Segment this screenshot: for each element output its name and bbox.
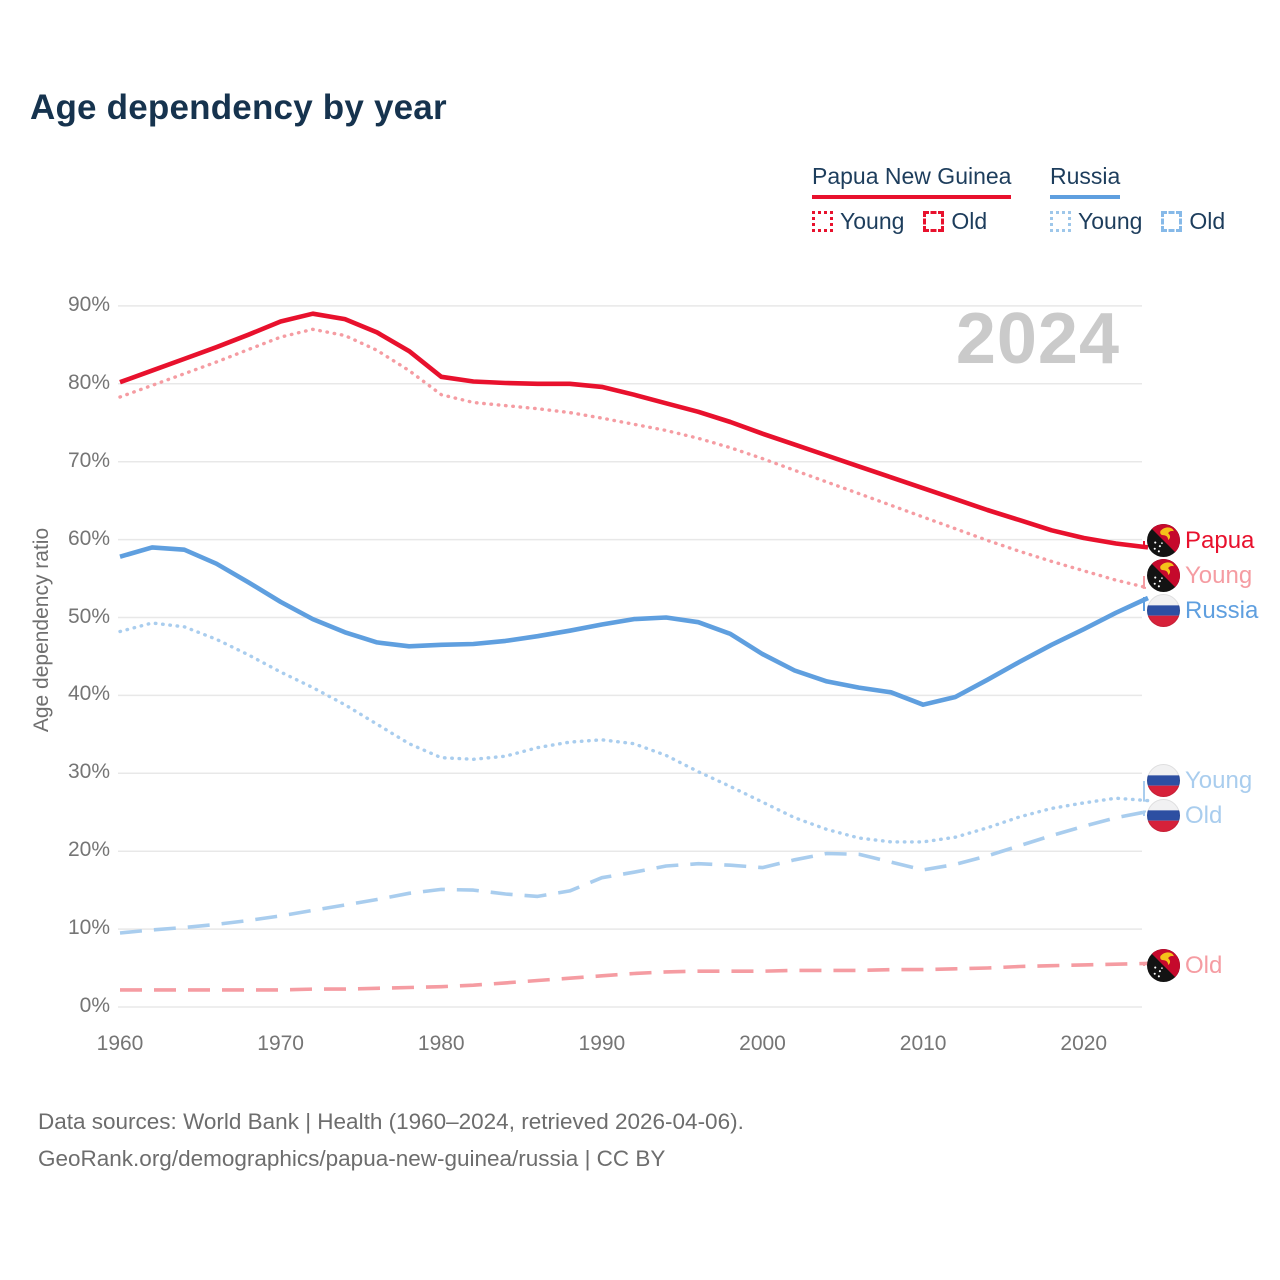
x-axis-tick-label: 2010 (899, 1032, 947, 1055)
legend-group-russia: Russia Young Old (1050, 163, 1244, 235)
series-line-png-young (118, 327, 1150, 590)
legend-item-label: Old (951, 208, 988, 234)
series-lines (118, 311, 1150, 992)
legend-item-label: Young (840, 208, 905, 234)
series-line-png-total (119, 311, 1149, 550)
y-axis-tick-label: 20% (67, 838, 110, 862)
x-axis-tick-label: 2000 (739, 1032, 786, 1055)
papua-new-guinea-flag-icon (1147, 524, 1180, 557)
legend-country-russia[interactable]: Russia (1050, 163, 1121, 199)
y-axis-tick-label: 10% (67, 916, 110, 940)
end-label-text: Young (1185, 561, 1253, 589)
series-line-png-old (120, 961, 1149, 992)
legend-item-russia-old[interactable]: Old (1161, 208, 1225, 235)
papua-new-guinea-flag-icon (1147, 559, 1180, 592)
y-axis-tick-label: 40% (67, 682, 110, 706)
legend-item-png-young[interactable]: Young (812, 208, 904, 235)
legend-item-label: Old (1189, 208, 1226, 234)
gridlines (118, 305, 1142, 1008)
russia-flag (1147, 594, 1180, 627)
legend-country-papua-new-guinea[interactable]: Papua New Guinea (812, 163, 1012, 199)
attribution-line: GeoRank.org/demographics/papua-new-guine… (38, 1146, 666, 1171)
connector-ru-young (1143, 781, 1146, 802)
end-label-text: Papua (1185, 526, 1255, 554)
end-label-png-young: Young (1147, 559, 1252, 592)
russia-flag-icon (1147, 764, 1180, 797)
y-axis-tick-label: 50% (67, 604, 110, 628)
end-label-ru-old: Old (1147, 799, 1222, 832)
legend-item-russia-young[interactable]: Young (1050, 208, 1142, 235)
end-label-png-total: Papua (1147, 524, 1254, 557)
russia-old-dashed-swatch-icon (1161, 211, 1183, 232)
russia-young-dotted-swatch-icon (1050, 211, 1071, 232)
y-axis-tick-label: 90% (67, 292, 110, 316)
footer: Data sources: World Bank | Health (1960–… (38, 1103, 744, 1177)
data-sources-line: Data sources: World Bank | Health (1960–… (38, 1109, 744, 1134)
x-axis-tick-label: 1960 (96, 1032, 144, 1055)
x-axis-tick-label: 1970 (257, 1032, 304, 1055)
x-axis-tick-label: 2020 (1060, 1032, 1108, 1055)
russia-flag (1147, 799, 1180, 832)
x-axis-tick-label: 1980 (417, 1032, 465, 1055)
y-axis-tick-label: 80% (67, 370, 110, 394)
russia-flag-icon (1147, 799, 1180, 832)
png-young-dotted-swatch-icon (812, 211, 833, 232)
connector-png-old (1143, 962, 1146, 966)
y-axis-tick-label: 0% (79, 994, 110, 1017)
end-label-connectors (1143, 541, 1146, 966)
connector-ru-old (1143, 810, 1146, 816)
russia-flag (1147, 764, 1180, 797)
end-label-ru-young: Young (1147, 764, 1252, 797)
watermark-year: 2024 (955, 299, 1120, 379)
series-line-ru-young (118, 621, 1150, 844)
end-label-png-old: Old (1147, 949, 1222, 982)
end-label-text: Old (1185, 951, 1223, 979)
end-label-text: Old (1185, 801, 1223, 829)
connector-png-young (1143, 576, 1146, 589)
y-axis-tick-label: 70% (67, 448, 110, 472)
papua-new-guinea-flag-icon (1147, 949, 1180, 982)
end-label-text: Russia (1185, 596, 1259, 624)
chart-title: Age dependency by year (30, 88, 447, 127)
y-axis-tick-label: 60% (67, 526, 110, 550)
legend-group-papua-new-guinea: Papua New Guinea Young Old (812, 163, 1012, 235)
end-label-ru-total: Russia (1147, 594, 1258, 627)
series-line-ru-total (119, 545, 1149, 708)
papua-new-guinea-flag (1147, 949, 1180, 982)
legend-item-png-old[interactable]: Old (923, 208, 987, 235)
legend-item-label: Young (1078, 208, 1143, 234)
end-label-text: Young (1185, 766, 1253, 794)
papua-new-guinea-flag (1147, 524, 1180, 557)
connector-ru-total (1143, 597, 1146, 611)
papua-new-guinea-flag (1147, 559, 1180, 592)
y-axis-tick-label: 30% (67, 760, 110, 784)
png-old-dashed-swatch-icon (923, 211, 945, 232)
series-line-ru-old (119, 809, 1149, 935)
russia-flag-icon (1147, 594, 1180, 627)
x-axis-tick-label: 1990 (578, 1032, 626, 1055)
connector-png-total (1143, 541, 1146, 549)
